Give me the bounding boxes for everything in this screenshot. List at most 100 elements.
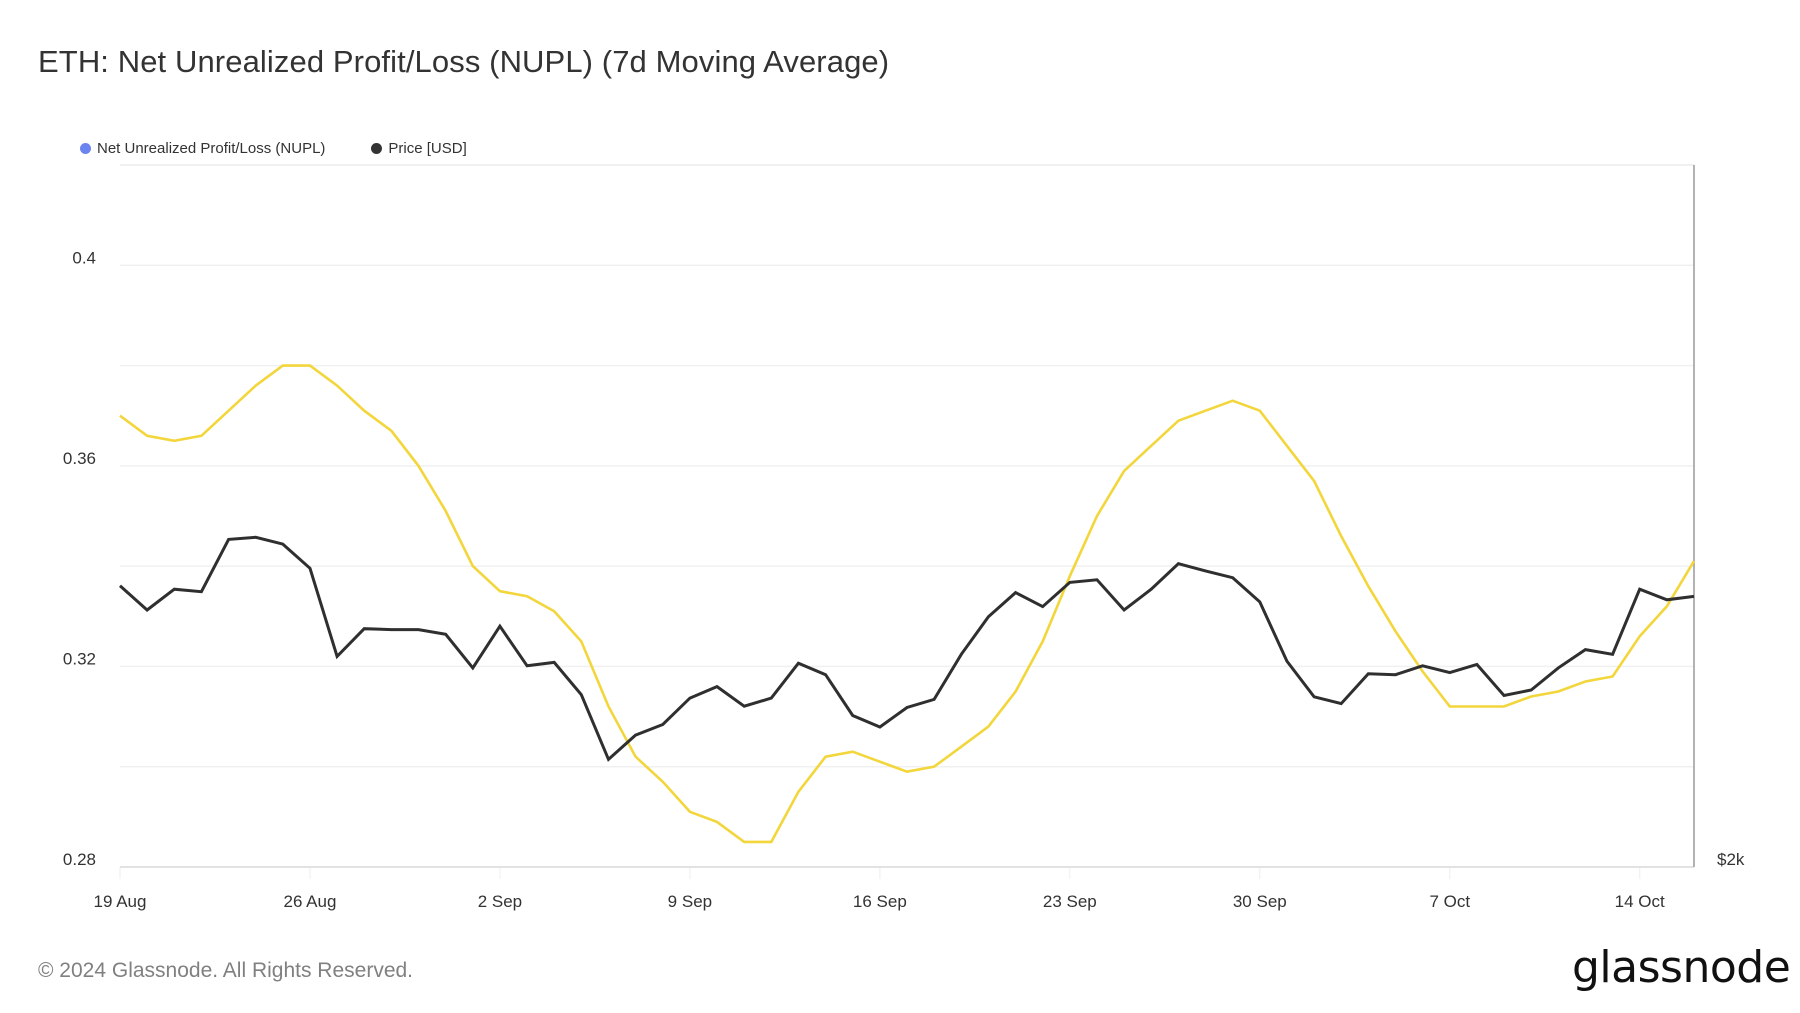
price-point — [798, 662, 800, 664]
nupl-point — [1069, 575, 1071, 577]
price-point — [1585, 649, 1587, 651]
legend-item-price[interactable]: Price [USD] — [371, 140, 467, 157]
y-tick-label: 0.32 — [63, 649, 96, 668]
x-tick-label: 16 Sep — [853, 892, 907, 911]
series-price — [119, 535, 1695, 762]
nupl-point — [1015, 691, 1017, 693]
nupl-point — [363, 410, 365, 412]
nupl-point — [1042, 641, 1044, 643]
x-tick-label: 19 Aug — [94, 892, 147, 911]
price-point — [1395, 674, 1397, 676]
price-line — [119, 535, 1695, 762]
price-point — [988, 616, 990, 618]
price-point — [255, 536, 257, 538]
nupl-point — [553, 610, 555, 612]
nupl-point — [716, 821, 718, 823]
x-tick-label: 7 Oct — [1429, 892, 1470, 911]
legend-item-nupl[interactable]: Net Unrealized Profit/Loss (NUPL) — [80, 140, 325, 157]
nupl-point — [1558, 691, 1560, 693]
nupl-point — [1503, 706, 1505, 708]
nupl-point — [608, 706, 610, 708]
price-point — [906, 707, 908, 709]
price-point — [173, 588, 175, 590]
legend-label-nupl: Net Unrealized Profit/Loss (NUPL) — [97, 140, 326, 157]
legend-dot-price — [371, 143, 383, 154]
x-tick-label: 30 Sep — [1233, 892, 1287, 911]
nupl-point — [1666, 605, 1668, 607]
series-nupl — [119, 364, 1696, 844]
chart-title: ETH: Net Unrealized Profit/Loss (NUPL) (… — [38, 44, 890, 79]
nupl-point — [336, 385, 338, 387]
nupl-point — [852, 751, 854, 753]
glassnode-logo: glassnode — [1572, 942, 1791, 993]
price-point — [391, 629, 393, 631]
nupl-point — [825, 756, 827, 758]
price-point — [1232, 577, 1234, 579]
nupl-point — [933, 766, 935, 768]
nupl-point — [255, 385, 257, 387]
nupl-point — [1530, 696, 1532, 698]
price-point — [852, 715, 854, 717]
nupl-point — [635, 756, 637, 758]
price-point — [1530, 689, 1532, 691]
price-point — [445, 633, 447, 635]
nupl-point — [1286, 445, 1288, 447]
price-point — [418, 629, 420, 631]
nupl-point — [1422, 671, 1424, 673]
price-point — [1693, 596, 1695, 598]
price-point — [1639, 588, 1641, 590]
price-point — [1503, 695, 1505, 697]
nupl-point — [1205, 410, 1207, 412]
nupl-point — [1585, 681, 1587, 683]
price-point — [743, 705, 745, 707]
price-point — [1286, 660, 1288, 662]
nupl-point — [1476, 706, 1478, 708]
price-point — [608, 759, 610, 761]
nupl-point — [309, 365, 311, 367]
nupl-point — [499, 590, 501, 592]
nupl-point — [662, 781, 664, 783]
x-tick-label: 9 Sep — [668, 892, 712, 911]
price-point — [1069, 582, 1071, 584]
price-point — [1340, 703, 1342, 705]
price-point — [228, 539, 230, 541]
x-tick-label: 23 Sep — [1043, 892, 1097, 911]
nupl-point — [1693, 560, 1695, 562]
nupl-point — [418, 465, 420, 467]
price-point — [1259, 601, 1261, 603]
price-point — [1313, 696, 1315, 698]
price-point — [1178, 563, 1180, 565]
price-point — [1666, 599, 1668, 601]
x-tick-label: 2 Sep — [478, 892, 522, 911]
nupl-point — [119, 415, 121, 417]
y-tick-label: 0.28 — [63, 850, 96, 869]
nupl-point — [1313, 480, 1315, 482]
price-point — [825, 674, 827, 676]
price-point — [662, 724, 664, 726]
nupl-point — [1232, 400, 1234, 402]
price-point — [553, 662, 555, 664]
nupl-point — [1395, 631, 1397, 633]
price-point — [363, 628, 365, 630]
nupl-point — [391, 430, 393, 432]
nupl-point — [1123, 470, 1125, 472]
nupl-point — [771, 841, 773, 843]
price-point — [1368, 673, 1370, 675]
price-point — [146, 609, 148, 611]
nupl-point — [743, 841, 745, 843]
nupl-point — [228, 410, 230, 412]
price-point — [960, 653, 962, 655]
price-point — [716, 686, 718, 688]
nupl-point — [1449, 706, 1451, 708]
nupl-point — [1178, 420, 1180, 422]
price-point — [1476, 664, 1478, 666]
nupl-point — [146, 435, 148, 437]
price-point — [499, 625, 501, 627]
nupl-point — [1259, 410, 1261, 412]
nupl-line — [119, 364, 1696, 844]
price-point — [879, 726, 881, 728]
nupl-point — [526, 595, 528, 597]
legend-label-price: Price [USD] — [388, 140, 467, 157]
price-point — [1150, 588, 1152, 590]
